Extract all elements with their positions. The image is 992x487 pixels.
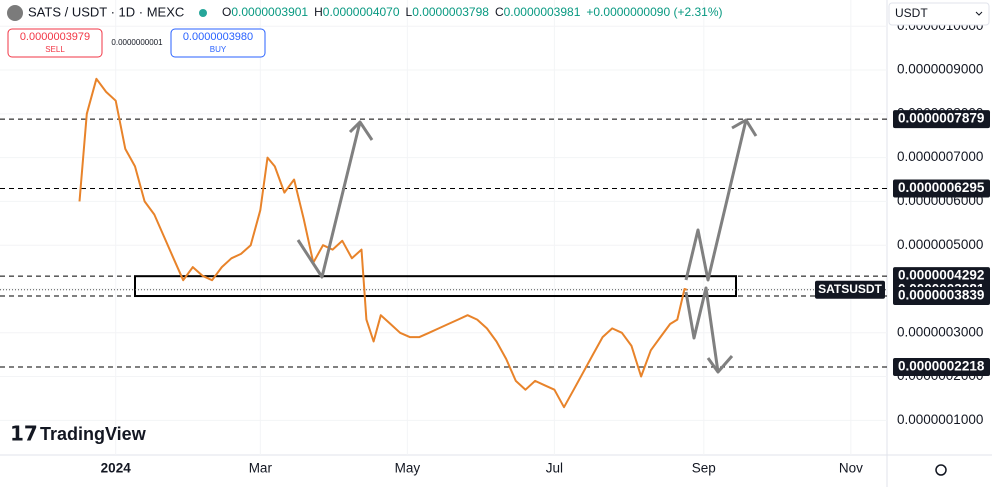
level-tag [893,267,990,286]
change: +0.0000000090 (+2.31%) [586,5,722,19]
brand-logo: 𝟭𝟳 [10,423,38,445]
brand: TradingView [40,424,147,444]
projection-arrows [296,118,758,374]
currency-select[interactable] [888,2,990,26]
ohlc-value: 0.0000003901 [231,5,308,19]
ohlc-value: 0.0000004070 [323,5,400,19]
y-tick-label: 0.0000003000 [897,324,983,339]
ohlc-value: 0.0000003798 [412,5,489,19]
level-label: 0.0000003839 [898,288,984,303]
arrow [296,121,362,279]
arrow [684,286,720,373]
symbol[interactable]: SATS / USDT · 1D · MEXC [28,4,184,19]
level-label: 0.0000007879 [898,111,984,126]
symbol-tag [815,280,885,299]
arrow-head [348,120,374,141]
level-label: 0.0000002218 [898,359,985,374]
ohlc-value: 0.0000003981 [504,5,581,19]
y-tick-label: 0.0000009000 [897,62,983,77]
level-tag [893,179,990,198]
x-tick-label: Sep [692,461,716,476]
ohlc-key: C [495,5,504,19]
x-tick-label: May [395,461,421,476]
buy-price: 0.0000003980 [183,31,253,43]
ohlc-key: O [222,5,231,19]
level-tag [893,287,990,306]
level-label: 0.0000004292 [898,268,984,283]
x-tick-label: Jul [546,461,563,476]
sell-label: SELL [45,45,65,54]
arrow-head [706,355,734,374]
sell-price: 0.0000003979 [20,31,90,43]
status-dot [199,9,207,17]
ohlc-key: H [314,5,323,19]
level-tag [893,110,990,129]
spread: 0.0000000001 [111,38,163,47]
ohlc-key: L [406,5,413,19]
plot [0,0,887,455]
y-tick-label: 0.0000005000 [897,237,983,252]
x-tick-label: Mar [249,461,273,476]
arrow-head [731,118,758,137]
level-label: 0.0000006295 [898,180,985,195]
y-tick-label: 0.0000007000 [897,149,983,164]
settings-icon[interactable] [935,464,947,476]
buy-label: BUY [210,45,227,54]
dropdown-caret [975,11,983,16]
symbol-icon [7,5,23,21]
y-tick-label: 0.0000001000 [897,412,983,427]
sell-button[interactable] [7,28,103,58]
arrow [684,119,748,282]
level-tag [893,357,990,376]
ohlc: O 0.0000003901 H 0.0000004070 L 0.0000003798 C… [222,5,581,19]
x-tick-label: Nov [839,461,863,476]
buy-button[interactable] [170,28,266,58]
x-tick-label: 2024 [101,461,132,476]
price-line [78,77,688,409]
symbol-label: SATSUSDT [818,282,882,296]
currency: USDT [895,6,928,20]
